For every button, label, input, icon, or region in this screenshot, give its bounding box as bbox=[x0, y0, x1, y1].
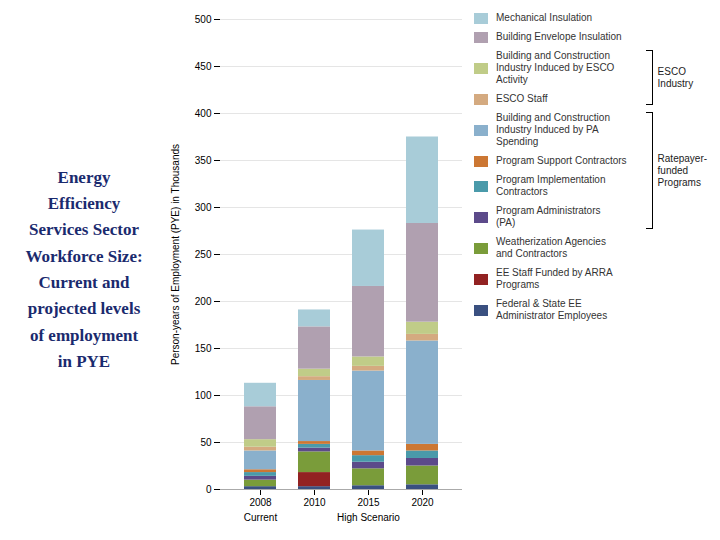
svg-text:High Scenario: High Scenario bbox=[337, 512, 400, 523]
html-text:Efficiency: Efficiency bbox=[47, 194, 121, 213]
svg-text:0: 0 bbox=[206, 484, 212, 495]
svg-text:2020: 2020 bbox=[411, 497, 434, 508]
html-text:Program Administrators (PA): Program Administrators (PA) bbox=[496, 205, 601, 228]
html-text:ESCO Industry: ESCO Industry bbox=[657, 65, 694, 89]
svg-text:Current: Current bbox=[244, 512, 278, 523]
svg-text:2015: 2015 bbox=[357, 497, 380, 508]
html-text:Program Support Contractors: Program Support Contractors bbox=[496, 155, 627, 166]
svg-text:200: 200 bbox=[195, 296, 212, 307]
html-text:Building Envelope Insulation: Building Envelope Insulation bbox=[496, 31, 622, 42]
svg-text:150: 150 bbox=[195, 343, 212, 354]
html-text:Federal & State EE Administrat: Federal & State EE Administrator Employe… bbox=[496, 298, 608, 321]
svg-text:50: 50 bbox=[200, 437, 212, 448]
html-text:Mechanical Insulation: Mechanical Insulation bbox=[496, 12, 593, 23]
html-text:projected levels: projected levels bbox=[27, 299, 141, 319]
html-text:Weatherization Agencies and Co: Weatherization Agencies and Contractors bbox=[496, 236, 606, 259]
svg-text:Person-years of Employment (PY: Person-years of Employment (PYE) in Thou… bbox=[170, 144, 181, 365]
html-text:Current and: Current and bbox=[38, 273, 130, 292]
svg-text:100: 100 bbox=[195, 390, 212, 401]
svg-text:2010: 2010 bbox=[303, 497, 326, 508]
html-text:of employment: of employment bbox=[29, 325, 139, 345]
html-text:Program Implementation Contrac: Program Implementation Contractors bbox=[496, 174, 606, 197]
html-text:ESCO Staff: ESCO Staff bbox=[496, 93, 548, 104]
html-text:EE Staff Funded by ARRA Progra: EE Staff Funded by ARRA Programs bbox=[496, 267, 613, 290]
svg-text:500: 500 bbox=[195, 14, 212, 25]
html-text:Building and Construction Indu: Building and Construction Industry Induc… bbox=[496, 50, 615, 85]
svg-text:300: 300 bbox=[195, 202, 212, 213]
svg-text:400: 400 bbox=[195, 108, 212, 119]
html-text:Ratepayer- funded Programs: Ratepayer- funded Programs bbox=[657, 152, 707, 188]
svg-text:2008: 2008 bbox=[249, 497, 272, 508]
html-text:Energy: Energy bbox=[57, 167, 111, 187]
html-text:in PYE: in PYE bbox=[57, 352, 111, 371]
svg-text:250: 250 bbox=[195, 249, 212, 260]
svg-text:350: 350 bbox=[195, 155, 212, 166]
html-text:Services Sector: Services Sector bbox=[29, 220, 139, 240]
html-text:Building and Construction Indu: Building and Construction Industry Induc… bbox=[496, 112, 610, 147]
svg-text:450: 450 bbox=[195, 61, 212, 72]
html-text:Workforce Size:: Workforce Size: bbox=[25, 246, 143, 266]
